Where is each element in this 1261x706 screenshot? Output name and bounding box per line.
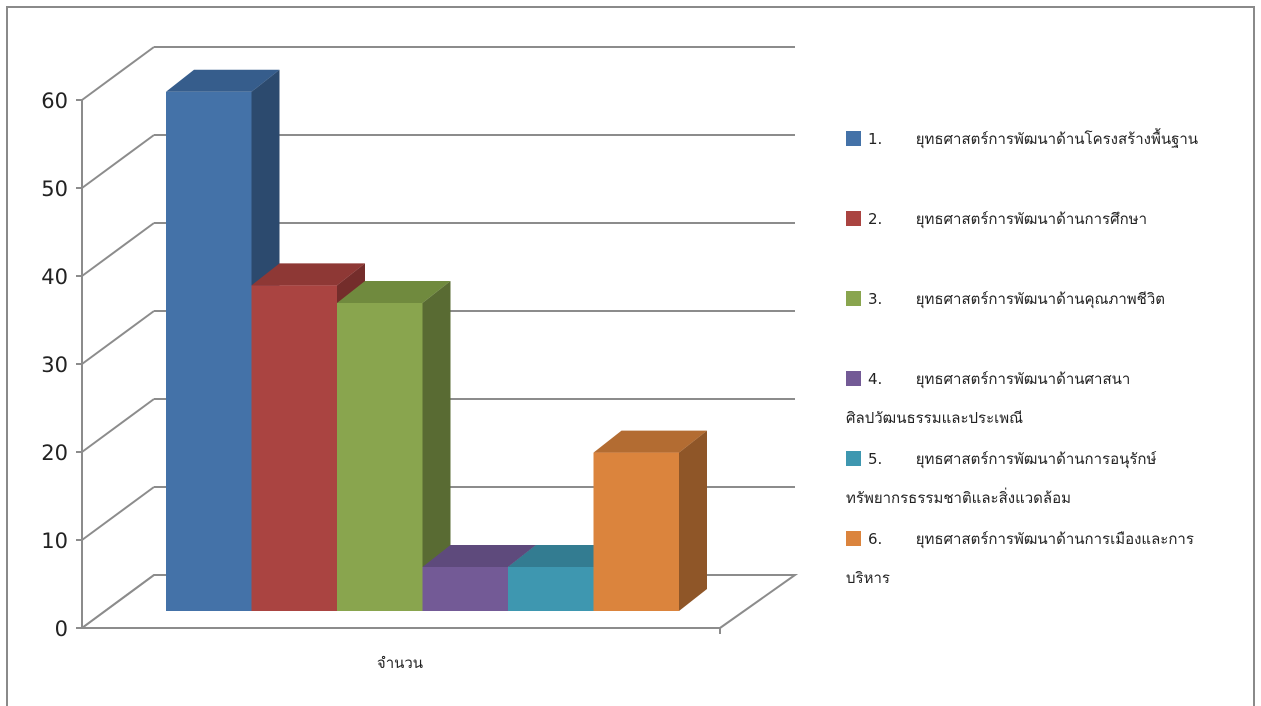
wall-gridline	[81, 398, 155, 453]
y-tick-label: 10	[41, 529, 68, 553]
bar-top	[337, 281, 451, 303]
y-tick-label: 60	[41, 89, 68, 113]
wall-gridline	[81, 46, 155, 101]
legend-label: 5. ยุทธศาสตร์การพัฒนาด้านการอนุรักษ์	[868, 450, 1157, 469]
bar-top	[251, 263, 365, 286]
bar-top	[508, 545, 622, 567]
legend-swatch	[846, 131, 861, 146]
wall-gridline	[81, 310, 155, 365]
bar-top	[593, 430, 707, 453]
legend-label: 6. ยุทธศาสตร์การพัฒนาด้านการเมืองและการ	[868, 530, 1194, 549]
legend-label: ศิลปวัฒนธรรมและประเพณี	[846, 409, 1023, 427]
wall-gridline	[81, 486, 155, 541]
bar[interactable]	[166, 91, 252, 612]
legend-swatch	[846, 531, 861, 546]
wall-gridline	[81, 222, 155, 277]
y-tick-label: 30	[41, 353, 68, 377]
x-category-label: จำนวน	[377, 654, 423, 672]
wall-gridline	[81, 134, 155, 189]
bar[interactable]	[422, 567, 509, 611]
legend-swatch	[846, 211, 861, 226]
legend-label: 4. ยุทธศาสตร์การพัฒนาด้านศาสนา	[868, 370, 1130, 389]
legend-label: บริหาร	[846, 569, 890, 587]
bar[interactable]	[251, 285, 338, 611]
legend-label: 3. ยุทธศาสตร์การพัฒนาด้านคุณภาพชีวิต	[868, 290, 1165, 309]
bar-top	[166, 69, 280, 92]
legend-label: 2. ยุทธศาสตร์การพัฒนาด้านการศึกษา	[868, 210, 1147, 229]
bar-top	[422, 545, 536, 567]
legend-label: ทรัพยากรธรรมชาติและสิ่งแวดล้อม	[846, 487, 1071, 507]
bar[interactable]	[508, 567, 594, 611]
bar[interactable]	[337, 303, 423, 611]
bar-side	[679, 430, 707, 611]
legend-swatch	[846, 451, 861, 466]
y-tick-label: 0	[55, 617, 68, 641]
bar-side	[422, 281, 451, 611]
legend-label: 1. ยุทธศาสตร์การพัฒนาด้านโครงสร้างพื้นฐา…	[868, 128, 1198, 149]
bar[interactable]	[593, 452, 680, 611]
legend-swatch	[846, 291, 861, 306]
y-tick-label: 40	[41, 265, 68, 289]
y-tick-label: 50	[41, 177, 68, 201]
legend-swatch	[846, 371, 861, 386]
y-tick-label: 20	[41, 441, 68, 465]
